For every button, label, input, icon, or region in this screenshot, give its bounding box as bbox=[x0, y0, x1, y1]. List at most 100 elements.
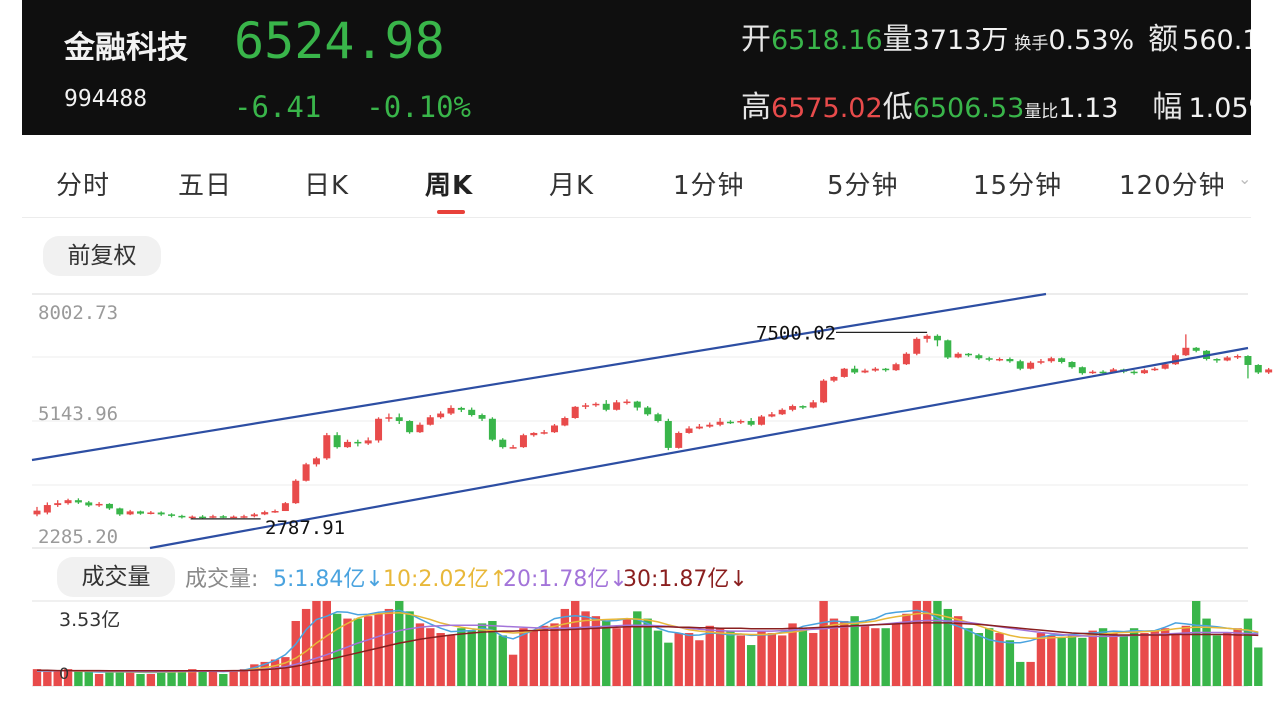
candle-body bbox=[633, 401, 641, 408]
quote-header: 金融科技 994488 6524.98 -6.41 -0.10% 开6518.1… bbox=[22, 0, 1251, 135]
high-value: 6575.02 bbox=[771, 93, 883, 124]
volume-bar bbox=[115, 671, 124, 686]
lower-channel-line bbox=[149, 346, 1249, 550]
volume-bar bbox=[63, 669, 73, 686]
tab-monthly-k[interactable]: 月K bbox=[549, 171, 595, 201]
volume-bar bbox=[157, 671, 166, 686]
candle-body bbox=[985, 358, 993, 360]
volume-bar bbox=[239, 669, 249, 686]
price-tick-label: 5143.96 bbox=[38, 403, 118, 425]
volume-bar bbox=[74, 671, 83, 686]
amount-label: 额 bbox=[1148, 22, 1179, 57]
volume-bar bbox=[136, 673, 145, 686]
volume-bar bbox=[125, 671, 135, 686]
stock-code: 994488 bbox=[64, 86, 148, 112]
candle-body bbox=[116, 508, 124, 515]
volume-bar bbox=[798, 628, 808, 686]
volume-bar bbox=[953, 616, 963, 686]
candle-body bbox=[778, 409, 786, 415]
candle-body bbox=[209, 516, 217, 518]
tab-5min[interactable]: 5分钟 bbox=[827, 171, 899, 201]
volume-bar bbox=[508, 654, 518, 686]
candle-body bbox=[1078, 367, 1086, 374]
candle-body bbox=[1089, 371, 1097, 374]
volume-bar bbox=[405, 611, 414, 686]
chevron-down-icon[interactable]: ⌄ bbox=[1238, 169, 1252, 188]
volume-bar bbox=[1150, 630, 1159, 686]
volume-bar bbox=[260, 661, 269, 686]
candle-body bbox=[1265, 369, 1273, 373]
volume-bar bbox=[633, 611, 642, 686]
volume-value: 3713万 bbox=[912, 25, 1009, 56]
volume-bar bbox=[43, 671, 52, 686]
volume-bar bbox=[374, 613, 383, 686]
candle-body bbox=[1047, 358, 1055, 362]
candle-body bbox=[240, 516, 248, 518]
volume-bar bbox=[477, 623, 487, 686]
volume-bar bbox=[922, 601, 932, 686]
volume-bar bbox=[53, 671, 62, 686]
volume-bar bbox=[695, 640, 704, 686]
change-percent: -0.10% bbox=[366, 90, 472, 124]
volume-bar bbox=[746, 645, 756, 686]
candle-body bbox=[871, 368, 879, 371]
volume-bar bbox=[1088, 630, 1097, 686]
candle-body bbox=[1016, 361, 1024, 369]
price-tick-label: 2285.20 bbox=[38, 526, 118, 548]
tab-15min[interactable]: 15分钟 bbox=[973, 171, 1063, 201]
candle-body bbox=[178, 515, 186, 518]
volume-bar bbox=[1129, 628, 1139, 686]
candle-body bbox=[965, 353, 972, 356]
candle-body bbox=[582, 405, 590, 407]
candle-body bbox=[540, 432, 548, 434]
volume-bar bbox=[105, 671, 114, 686]
volume-bar bbox=[32, 669, 42, 686]
tab-weekly-k[interactable]: 周K bbox=[425, 171, 474, 201]
candle-body bbox=[344, 441, 351, 448]
tab-intraday[interactable]: 分时 bbox=[56, 171, 111, 201]
tab-1min[interactable]: 1分钟 bbox=[673, 171, 745, 201]
left-margin bbox=[0, 0, 22, 719]
volume-bar bbox=[1047, 635, 1056, 686]
volume-bar bbox=[757, 630, 766, 686]
volume-legend-ma5: 5:1.84亿↓ bbox=[273, 567, 384, 592]
volume-bar bbox=[291, 620, 300, 686]
period-tabs: 分时 五日 日K 周K 月K 1分钟 5分钟 15分钟 120分钟 ⌄ bbox=[22, 135, 1251, 218]
candle-body bbox=[1151, 368, 1159, 371]
candle-body bbox=[592, 403, 600, 406]
candle-body bbox=[468, 409, 476, 416]
volume-bar bbox=[715, 628, 725, 686]
volume-indicator-button[interactable]: 成交量 bbox=[57, 557, 175, 597]
volume-zero-label: 0 bbox=[59, 664, 69, 683]
candle-body bbox=[1058, 358, 1066, 362]
tab-120min[interactable]: 120分钟 bbox=[1119, 171, 1226, 201]
volume-bar bbox=[1026, 661, 1035, 686]
volume-bar bbox=[208, 671, 218, 686]
volume-bar bbox=[457, 628, 466, 686]
candle-body bbox=[561, 418, 569, 426]
vol-ratio-label: 量比 bbox=[1024, 102, 1059, 122]
volume-bar bbox=[1119, 635, 1128, 686]
candle-body bbox=[695, 426, 703, 429]
volume-bar bbox=[250, 664, 259, 686]
volume-bar bbox=[850, 616, 859, 686]
volume-legend-ma10: 10:2.02亿↑ bbox=[383, 567, 508, 592]
high-annotation: 7500.02 bbox=[756, 322, 836, 344]
vol-ratio-value: 1.13 bbox=[1058, 93, 1119, 124]
volume-bar bbox=[778, 635, 787, 686]
tab-daily-k[interactable]: 日K bbox=[304, 171, 350, 201]
tab-five-day[interactable]: 五日 bbox=[178, 171, 233, 201]
volume-bar bbox=[229, 671, 238, 686]
candle-body bbox=[830, 376, 838, 381]
volume-bar bbox=[94, 673, 104, 686]
volume-bar bbox=[539, 625, 549, 686]
candle-body bbox=[375, 418, 383, 441]
candle-body bbox=[85, 502, 93, 506]
ma30-volume-line bbox=[37, 622, 1259, 672]
adjust-button[interactable]: 前复权 bbox=[43, 236, 161, 276]
upper-channel-line bbox=[31, 292, 1047, 462]
candle-body bbox=[1140, 370, 1148, 374]
volume-bar bbox=[1078, 637, 1087, 686]
volume-bar bbox=[322, 601, 331, 686]
